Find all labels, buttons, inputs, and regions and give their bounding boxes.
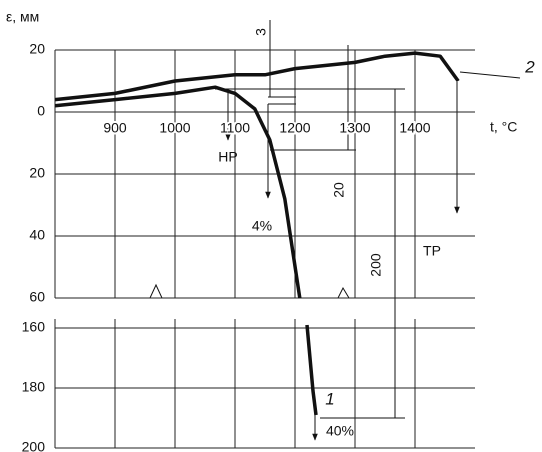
x-tick-label: 1400	[399, 120, 430, 136]
x-tick-label: 1300	[339, 120, 370, 136]
annotation: ТР	[423, 243, 441, 259]
y-tick-label: 200	[22, 439, 46, 452]
x-tick-label: 1000	[159, 120, 190, 136]
y-tick-label: 20	[29, 41, 45, 57]
curve	[54, 51, 460, 102]
y-axis-label: ε, мм	[6, 9, 39, 25]
y-tick-label: 60	[29, 289, 45, 305]
curve	[305, 324, 318, 416]
annotation: 3	[253, 28, 269, 36]
dimension-lines	[140, 20, 521, 441]
annotation: 40%	[326, 423, 354, 439]
x-axis-label: t, °C	[490, 119, 517, 135]
annotation: 20	[331, 182, 347, 198]
y-tick-label: 0	[37, 103, 45, 119]
annotation: НР	[218, 149, 237, 165]
x-tick-label: 1100	[220, 120, 250, 136]
curve	[54, 85, 302, 299]
annotation: 4%	[252, 218, 272, 234]
y-tick-label: 20	[29, 165, 45, 181]
y-tick-label: 160	[22, 319, 46, 335]
y-tick-label: 40	[29, 227, 45, 243]
annotation: 200	[368, 253, 384, 277]
series-label: 1	[325, 389, 334, 408]
series-label: 2	[524, 57, 535, 76]
x-tick-label: 900	[103, 120, 127, 136]
y-tick-label: 180	[22, 379, 46, 395]
x-tick-label: 1200	[279, 120, 310, 136]
